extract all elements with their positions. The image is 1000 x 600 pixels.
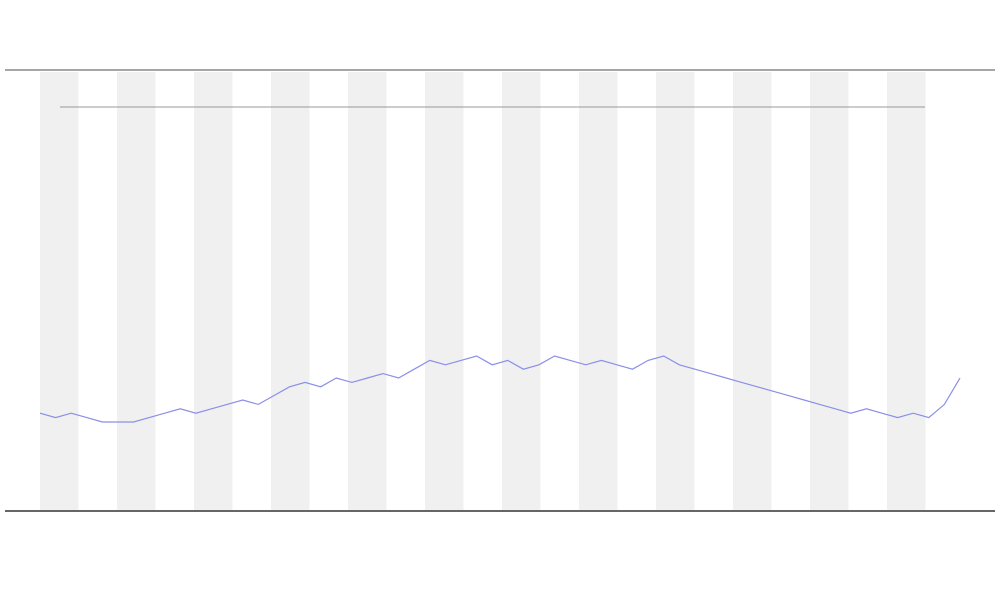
band bbox=[502, 72, 541, 510]
band bbox=[810, 72, 849, 510]
band bbox=[348, 72, 387, 510]
band bbox=[579, 72, 618, 510]
band bbox=[733, 72, 772, 510]
band bbox=[194, 72, 233, 510]
band-layer bbox=[40, 72, 926, 510]
band bbox=[887, 72, 926, 510]
band bbox=[40, 72, 79, 510]
band bbox=[425, 72, 464, 510]
data-line bbox=[39, 355, 961, 423]
band bbox=[117, 72, 156, 510]
band bbox=[271, 72, 310, 510]
band bbox=[656, 72, 695, 510]
